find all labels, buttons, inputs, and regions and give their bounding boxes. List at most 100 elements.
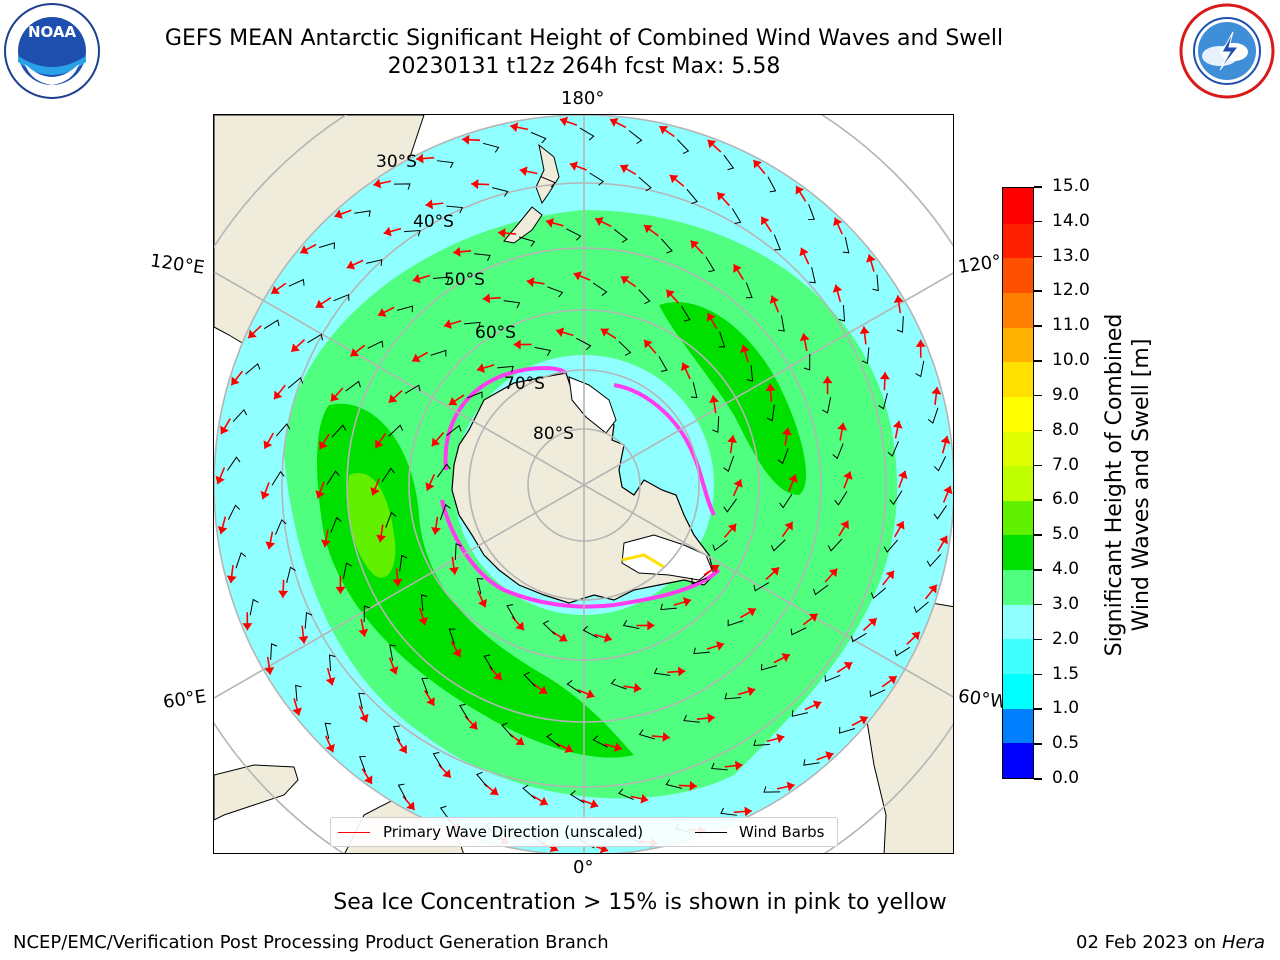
wave-arrow-head	[300, 245, 309, 255]
wave-arrow-head	[727, 523, 737, 533]
wind-barb	[693, 647, 710, 655]
wind-barb	[466, 391, 483, 399]
wind-barb	[760, 663, 778, 671]
wave-arrow-head	[378, 307, 387, 317]
wave-arrow-head	[376, 534, 387, 543]
wave-arrow-head	[330, 392, 340, 402]
wind-barb	[432, 276, 450, 284]
wave-arrow-head	[799, 333, 810, 342]
wind-barb	[896, 316, 904, 333]
wave-arrow-head	[388, 394, 398, 403]
wave-arrow-head	[859, 715, 868, 725]
wave-arrow-head	[291, 343, 300, 352]
wind-barb	[358, 692, 365, 709]
wind-barb	[363, 605, 371, 623]
lat-label-60s: 60°S	[475, 323, 516, 343]
wave-arrow-head	[292, 707, 302, 716]
colorbar-tick-label: 12.0	[1052, 280, 1090, 301]
wind-barb	[822, 397, 832, 414]
wind-barb	[869, 689, 886, 698]
wind-barb	[476, 771, 488, 788]
wind-barb	[622, 620, 640, 630]
wind-barb	[464, 321, 481, 329]
nws-logo	[1178, 2, 1276, 100]
wave-arrow-head	[808, 613, 818, 622]
wave-arrow-head	[406, 801, 415, 811]
lat-label-40s: 40°S	[413, 212, 454, 232]
colorbar-segment	[1003, 673, 1033, 709]
wave-arrow-head	[659, 126, 669, 135]
wind-barb	[534, 346, 552, 356]
map-legend: Primary Wave Direction (unscaled) Wind B…	[330, 817, 838, 847]
wave-arrow-head	[271, 285, 280, 294]
wave-arrow-head	[689, 780, 697, 791]
wind-barb	[870, 587, 887, 599]
wind-barb	[482, 142, 500, 153]
wave-arrow-head	[893, 295, 904, 303]
wind-barb	[227, 456, 241, 471]
wave-arrow-head	[510, 122, 519, 133]
colorbar-segment	[1003, 396, 1033, 432]
colorbar-tick-label: 15.0	[1052, 176, 1090, 196]
wave-arrow-head	[633, 682, 642, 693]
lon-label-120e: 120°E	[148, 250, 206, 279]
wave-band-4to5	[317, 403, 634, 758]
wind-barb	[727, 619, 744, 627]
wave-arrow-head	[431, 437, 441, 447]
colorbar	[1002, 187, 1034, 779]
wind-barb	[658, 356, 668, 372]
wave-arrow-head	[549, 843, 559, 852]
wave-arrow-head	[747, 607, 756, 617]
wind-barb	[827, 538, 843, 552]
wave-arrow-head	[781, 427, 792, 436]
wind-barb	[275, 519, 287, 535]
wind-barb	[403, 229, 421, 237]
wind-barb	[791, 710, 808, 717]
wave-direction-arrows	[215, 116, 953, 853]
colorbar-segment	[1003, 708, 1033, 744]
wave-arrow-head	[888, 676, 897, 685]
wind-barb	[803, 353, 811, 371]
colorbar-tickmark	[1034, 220, 1042, 223]
colorbar-tickmark	[1034, 603, 1042, 606]
wave-arrow-head	[334, 209, 343, 219]
wave-arrow-head	[866, 254, 876, 263]
wave-arrow-head	[325, 677, 336, 686]
wave-arrow-head	[799, 247, 809, 257]
wave-arrow-head	[556, 327, 565, 338]
colorbar-segment	[1003, 500, 1033, 536]
wind-barb	[454, 543, 462, 560]
wave-arrow-head	[515, 621, 524, 631]
wind-barb	[331, 424, 347, 438]
wind-barb	[653, 667, 671, 676]
wave-arrow-head	[733, 479, 743, 488]
wind-barb	[613, 229, 628, 243]
wind-barb	[328, 654, 336, 672]
wind-barb	[894, 646, 911, 657]
wave-arrow-head	[761, 216, 770, 226]
colorbar-tick-label: 7.0	[1052, 454, 1080, 475]
sea-ice-edge	[440, 366, 721, 609]
wind-barb	[861, 347, 870, 365]
wave-arrow-head	[319, 440, 328, 450]
wave-arrow-head	[363, 775, 373, 784]
wave-arrow-head	[680, 362, 691, 372]
wind-barb	[746, 365, 754, 382]
wave-arrow-head	[647, 620, 655, 631]
wave-arrow-head	[707, 139, 717, 149]
wave-arrow-head	[416, 153, 424, 164]
wave-arrow-head	[603, 632, 612, 643]
wind-barb	[503, 300, 521, 309]
colorbar-tickmark	[1034, 569, 1042, 571]
wave-arrow-head	[825, 751, 834, 761]
wind-barb	[887, 441, 899, 457]
wind-barb	[366, 259, 383, 266]
wave-arrow-head	[620, 164, 629, 174]
wind-barb	[566, 228, 582, 241]
colorbar-segment	[1003, 292, 1033, 328]
wind-barb	[628, 130, 643, 145]
wave-arrow-head	[781, 653, 790, 663]
wind-barb	[342, 562, 352, 579]
wind-barb	[878, 393, 888, 410]
wind-barb	[385, 511, 397, 528]
